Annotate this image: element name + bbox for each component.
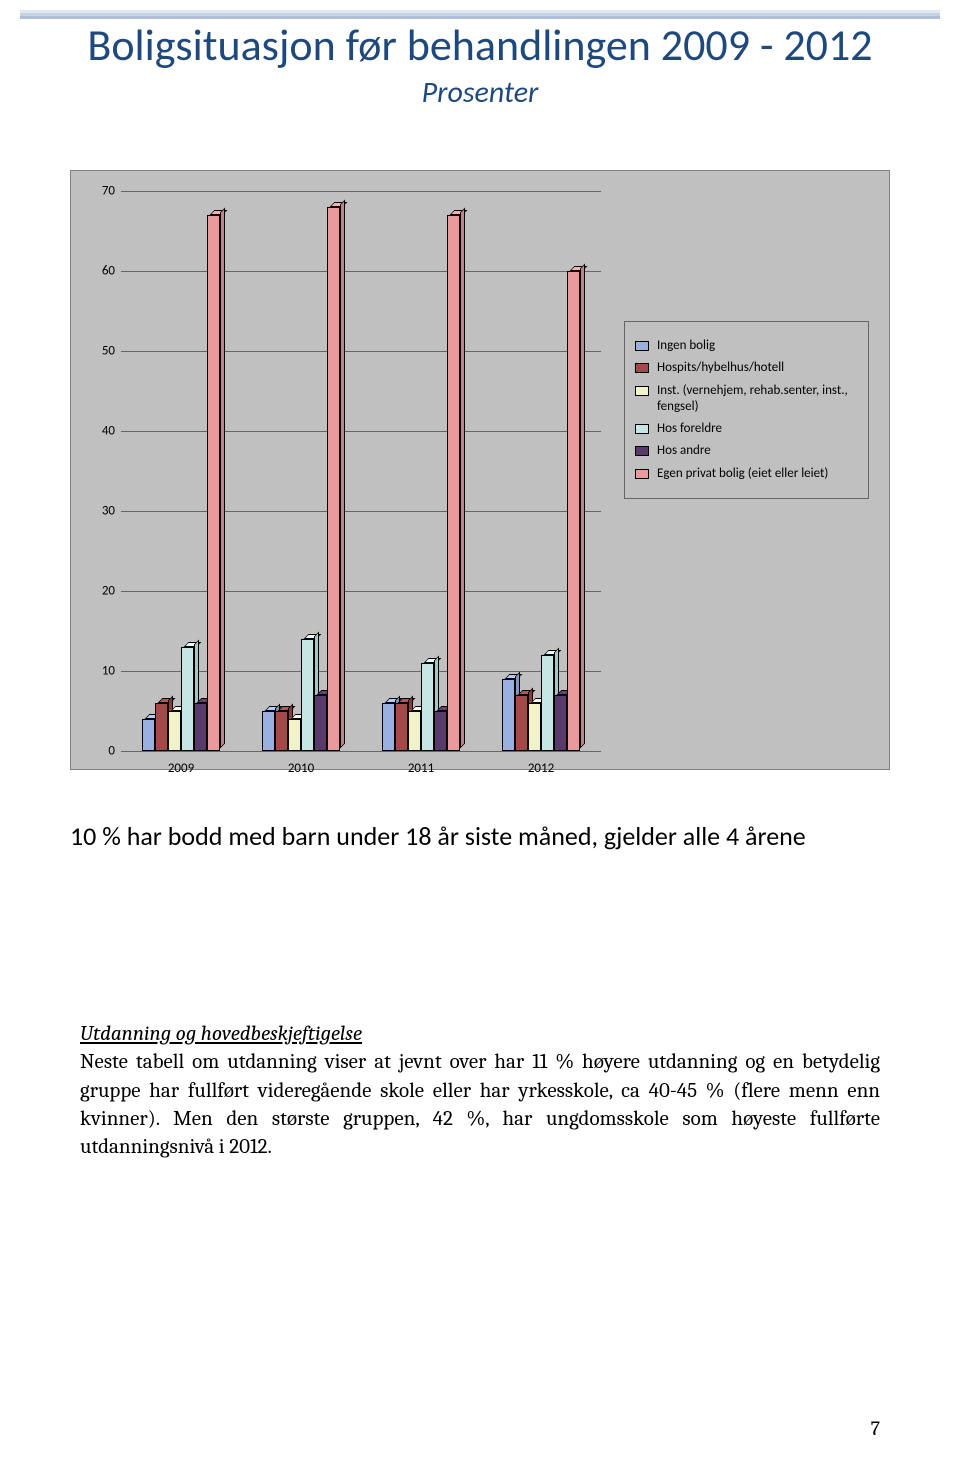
chart-footnote: 10 % har bodd med barn under 18 år siste…: [70, 820, 806, 852]
legend-label: Hos andre: [657, 443, 711, 459]
bar: [207, 215, 220, 751]
bar: [421, 663, 434, 751]
bar: [395, 703, 408, 751]
bar: [515, 695, 528, 751]
x-tick-label: 2012: [528, 761, 554, 776]
bar: [554, 695, 567, 751]
gridline: [121, 351, 601, 352]
legend-item: Hospits/hybelhus/hotell: [635, 360, 858, 376]
gridline: [121, 191, 601, 192]
legend-item: Hos foreldre: [635, 421, 858, 437]
bar: [314, 695, 327, 751]
bar: [567, 271, 580, 751]
bar: [502, 679, 515, 751]
legend-swatch: [635, 341, 649, 351]
x-tick-label: 2010: [288, 761, 314, 776]
legend: Ingen bolig Hospits/hybelhus/hotell Inst. …: [624, 321, 869, 499]
gridline: [121, 511, 601, 512]
y-tick-label: 30: [102, 504, 115, 519]
bar: [262, 711, 275, 751]
body-paragraph: Utdanning og hovedbeskjeftigelse Neste t…: [80, 1020, 880, 1162]
legend-item: Hos andre: [635, 443, 858, 459]
chart-area: 0102030405060702009201020112012 Ingen bo…: [70, 170, 890, 770]
gridline: [121, 271, 601, 272]
bar: [142, 719, 155, 751]
chart-title: Boligsituasjon før behandlingen 2009 - 2…: [20, 18, 940, 72]
y-tick-label: 20: [102, 584, 115, 599]
bar: [528, 703, 541, 751]
bar: [194, 703, 207, 751]
legend-label: Egen privat bolig (eiet eller leiet): [657, 466, 828, 482]
chart-slide: Boligsituasjon før behandlingen 2009 - 2…: [20, 10, 940, 950]
title-block: Boligsituasjon før behandlingen 2009 - 2…: [20, 10, 940, 111]
legend-item: Egen privat bolig (eiet eller leiet): [635, 466, 858, 482]
legend-label: Ingen bolig: [657, 338, 715, 354]
legend-swatch: [635, 386, 649, 396]
bar: [541, 655, 554, 751]
legend-swatch: [635, 363, 649, 373]
y-tick-label: 0: [108, 744, 115, 759]
body-heading: Utdanning og hovedbeskjeftigelse: [80, 1022, 362, 1046]
legend-swatch: [635, 469, 649, 479]
gridline: [121, 591, 601, 592]
y-tick-label: 50: [102, 344, 115, 359]
gridline: [121, 431, 601, 432]
gridline: [121, 751, 601, 752]
y-tick-label: 70: [102, 184, 115, 199]
legend-item: Inst. (vernehjem, rehab.senter, inst., f…: [635, 383, 858, 416]
bar: [408, 711, 421, 751]
body-text-content: Neste tabell om utdanning viser at jevnt…: [80, 1050, 880, 1159]
y-tick-label: 10: [102, 664, 115, 679]
bar: [155, 703, 168, 751]
bar: [434, 711, 447, 751]
bar: [275, 711, 288, 751]
bar: [447, 215, 460, 751]
x-tick-label: 2009: [168, 761, 194, 776]
y-tick-label: 40: [102, 424, 115, 439]
y-tick-label: 60: [102, 264, 115, 279]
legend-swatch: [635, 424, 649, 434]
legend-label: Hos foreldre: [657, 421, 722, 437]
bar: [288, 719, 301, 751]
bar: [168, 711, 181, 751]
plot-area: 0102030405060702009201020112012: [121, 191, 601, 751]
bar: [382, 703, 395, 751]
decor-stripe: [20, 16, 940, 19]
x-tick-label: 2011: [408, 761, 434, 776]
bar: [181, 647, 194, 751]
legend-swatch: [635, 446, 649, 456]
bar: [327, 207, 340, 751]
legend-item: Ingen bolig: [635, 338, 858, 354]
legend-label: Inst. (vernehjem, rehab.senter, inst., f…: [657, 383, 858, 416]
page-number: 7: [871, 1417, 880, 1440]
legend-label: Hospits/hybelhus/hotell: [657, 360, 784, 376]
chart-subtitle: Prosenter: [20, 74, 940, 111]
bar: [301, 639, 314, 751]
